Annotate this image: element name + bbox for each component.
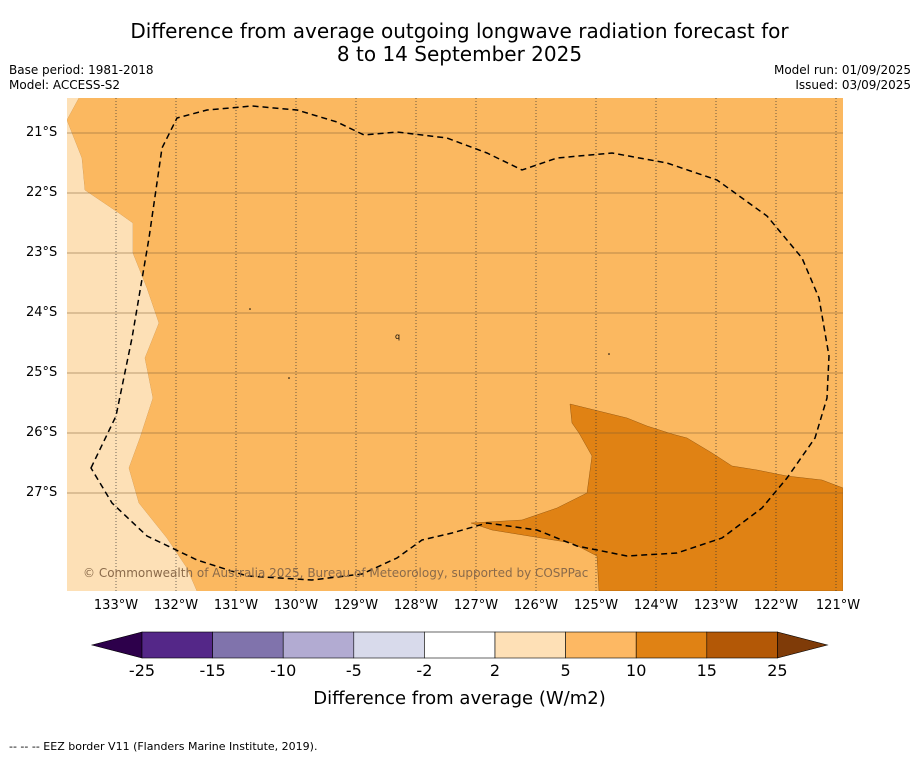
model-run: Model run: 01/09/2025 bbox=[773, 63, 911, 77]
base-period: Base period: 1981-2018 bbox=[9, 63, 154, 77]
issued-date: Issued: 03/09/2025 bbox=[795, 78, 911, 92]
lon-label: 126°W bbox=[513, 598, 559, 613]
lon-label: 129°W bbox=[333, 598, 379, 613]
colorbar-segment bbox=[706, 631, 778, 659]
colorbar-tick-label: -25 bbox=[128, 661, 156, 680]
eez-border bbox=[90, 105, 830, 581]
forecast-map: q © Commonwealth of Australia 2025, Bure… bbox=[67, 98, 843, 591]
colorbar-tick-label: 15 bbox=[696, 661, 717, 680]
eez-footnote: -- -- -- EEZ border V11 (Flanders Marine… bbox=[9, 740, 318, 753]
colorbar-tick-label: 25 bbox=[767, 661, 788, 680]
colorbar-segment bbox=[212, 631, 284, 659]
svg-text:q: q bbox=[395, 332, 400, 341]
lon-label: 123°W bbox=[693, 598, 739, 613]
lon-label: 121°W bbox=[815, 598, 861, 613]
lon-label: 131°W bbox=[213, 598, 259, 613]
lat-label: 25°S bbox=[26, 365, 58, 380]
colorbar-segment bbox=[494, 631, 566, 659]
lat-label: 24°S bbox=[26, 305, 58, 320]
colorbar-segment bbox=[141, 631, 213, 659]
lon-label: 122°W bbox=[753, 598, 799, 613]
colorbar-tick-label: -15 bbox=[199, 661, 226, 680]
lat-label: 22°S bbox=[26, 185, 58, 200]
colorbar-segment bbox=[565, 631, 637, 659]
colorbar-extend-high bbox=[777, 631, 829, 659]
colorbar-tick-label: -5 bbox=[345, 661, 362, 680]
colorbar-extend-low bbox=[90, 631, 143, 659]
lat-label: 26°S bbox=[26, 425, 58, 440]
lon-label: 127°W bbox=[453, 598, 499, 613]
colorbar-tick-label: 5 bbox=[560, 661, 571, 680]
colorbar-segment bbox=[353, 631, 425, 659]
copyright-notice: © Commonwealth of Australia 2025, Bureau… bbox=[83, 566, 588, 580]
lon-label: 130°W bbox=[273, 598, 319, 613]
colorbar-label: Difference from average (W/m2) bbox=[313, 688, 606, 709]
lon-label: 133°W bbox=[93, 598, 139, 613]
lat-label: 23°S bbox=[26, 245, 58, 260]
lat-label: 27°S bbox=[26, 485, 58, 500]
colorbar-segment bbox=[424, 631, 496, 659]
colorbar-tick-label: 10 bbox=[626, 661, 647, 680]
colorbar-tick-label: 2 bbox=[489, 661, 501, 680]
band-10-to-15 bbox=[470, 403, 843, 591]
lon-label: 128°W bbox=[393, 598, 439, 613]
lon-label: 125°W bbox=[573, 598, 619, 613]
chart-title-line-2: 8 to 14 September 2025 bbox=[336, 42, 583, 66]
lon-label: 132°W bbox=[153, 598, 199, 613]
colorbar bbox=[90, 631, 829, 659]
lat-label: 21°S bbox=[26, 125, 58, 140]
graticule bbox=[115, 98, 837, 591]
latitude-lines bbox=[67, 132, 843, 494]
colorbar-tick-label: -10 bbox=[270, 661, 297, 680]
chart-title-line-1: Difference from average outgoing longwav… bbox=[130, 19, 789, 43]
colorbar-segment bbox=[635, 631, 708, 659]
lon-label: 124°W bbox=[633, 598, 679, 613]
colorbar-segment bbox=[282, 631, 355, 659]
model-name: Model: ACCESS-S2 bbox=[9, 78, 121, 92]
colorbar-tick-label: -2 bbox=[416, 661, 433, 680]
